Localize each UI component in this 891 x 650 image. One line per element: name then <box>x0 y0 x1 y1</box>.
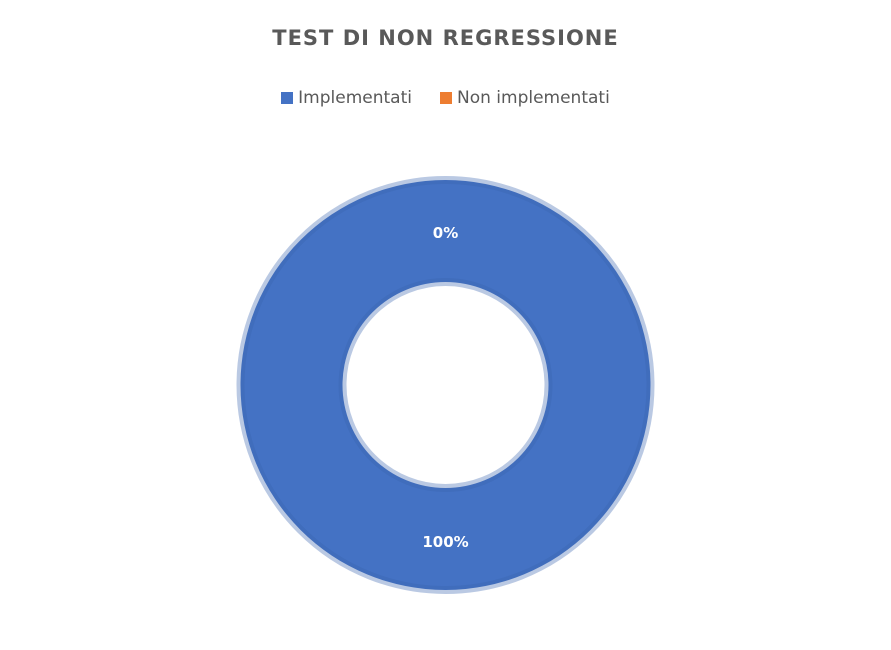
legend-item-non-implementati: Non implementati <box>439 88 610 108</box>
chart-legend: Implementati Non implementati <box>0 88 891 108</box>
legend-swatch-implementati <box>281 92 294 104</box>
legend-swatch-non-implementati <box>439 92 452 104</box>
legend-item-implementati: Implementati <box>281 88 412 108</box>
doughnut-slices <box>236 176 655 594</box>
legend-label-implementati: Implementati <box>298 88 412 108</box>
data-label-non-implementati: 0% <box>433 224 458 242</box>
slice-implementati <box>236 176 655 594</box>
doughnut-labels: 100% 0% <box>422 224 468 551</box>
chart-title: TEST DI NON REGRESSIONE <box>272 26 619 50</box>
data-label-implementati: 100% <box>422 533 468 551</box>
legend-label-non-implementati: Non implementati <box>456 88 610 108</box>
